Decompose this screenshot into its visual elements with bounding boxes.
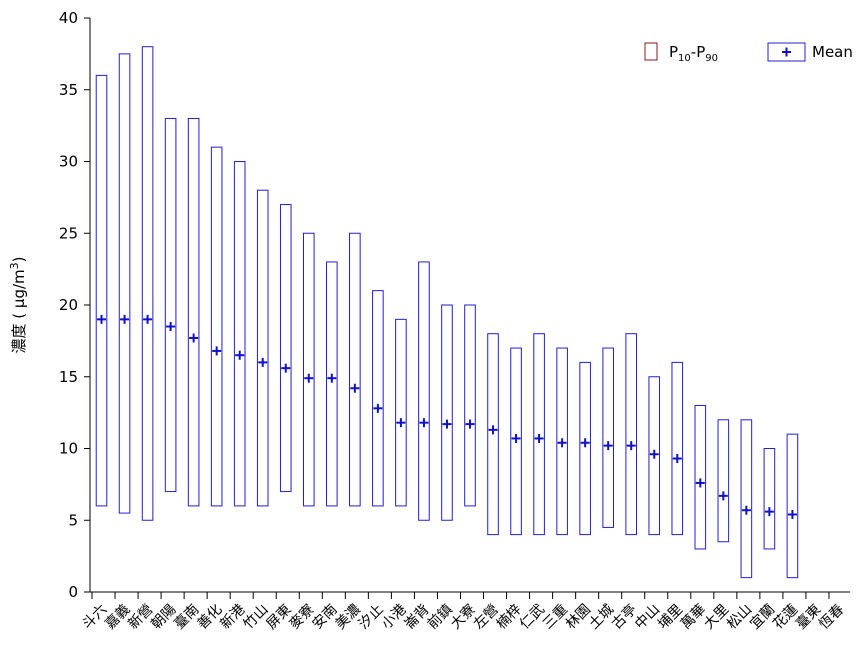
y-tick-label: 20 bbox=[59, 296, 78, 314]
p10-p90-box bbox=[579, 361, 591, 536]
p10-p90-box bbox=[717, 419, 730, 543]
y-tick-label: 30 bbox=[59, 153, 78, 171]
p10-p90-box bbox=[648, 376, 661, 536]
p10-p90-box bbox=[279, 204, 292, 493]
p10-p90-box bbox=[256, 189, 269, 507]
p10-p90-box bbox=[95, 74, 108, 507]
p10-p90-box bbox=[487, 333, 499, 536]
p10-p90-box bbox=[464, 304, 476, 507]
y-tick-label: 25 bbox=[59, 224, 78, 242]
y-tick-label: 0 bbox=[68, 583, 78, 601]
x-tick-labels: 斗六嘉義新營朝陽臺南善化新港竹山屏東麥寮安南美濃汐止小港崙背前鎮大寮左營楠梓仁武… bbox=[79, 601, 847, 633]
p10-p90-box bbox=[141, 46, 154, 521]
p10-p90-box bbox=[441, 304, 453, 521]
y-tick-label: 5 bbox=[68, 511, 78, 529]
legend-mean-swatch bbox=[767, 42, 806, 62]
y-tick-label: 15 bbox=[59, 368, 78, 386]
p10-p90-box bbox=[418, 261, 430, 521]
p10-p90-box bbox=[395, 318, 407, 507]
y-tick-label: 40 bbox=[59, 9, 78, 27]
p10-p90-box bbox=[740, 419, 753, 579]
p10-p90-box bbox=[233, 161, 246, 507]
p10-p90-box bbox=[210, 146, 223, 507]
mean-markers bbox=[97, 314, 797, 520]
y-tick-label: 10 bbox=[59, 440, 78, 458]
p10-p90-box bbox=[671, 361, 684, 536]
legend: P10-P90 Mean bbox=[644, 42, 853, 64]
p10-p90-box bbox=[164, 117, 177, 493]
p10-p90-box bbox=[556, 347, 568, 536]
p10-p90-box bbox=[118, 53, 131, 514]
p10-p90-box bbox=[625, 333, 638, 536]
p10-p90-box bbox=[763, 448, 776, 550]
p10-p90-box bbox=[187, 117, 200, 507]
p10-p90-box bbox=[302, 232, 315, 507]
y-ticks: 0 5 10 15 20 25 30 35 40 bbox=[59, 9, 90, 601]
p10-p90-box bbox=[694, 404, 707, 550]
legend-mean-label: Mean bbox=[812, 43, 853, 61]
p10-p90-box bbox=[786, 433, 799, 579]
x-tick-label: 恆春 bbox=[816, 602, 847, 633]
y-tick-label: 35 bbox=[59, 81, 78, 99]
x-ticks bbox=[91, 592, 830, 599]
legend-range-swatch bbox=[644, 42, 658, 61]
p10-p90-box bbox=[510, 347, 522, 536]
p10-p90-box bbox=[372, 290, 384, 507]
y-axis-title: 濃度 ( μg/m3) bbox=[8, 257, 28, 354]
p10-p90-box bbox=[326, 261, 338, 507]
p10-p90-box bbox=[533, 333, 545, 536]
p10-p90-box bbox=[602, 347, 614, 528]
p10-p90-box bbox=[349, 232, 361, 507]
boxes bbox=[95, 46, 799, 579]
legend-range-label: P10-P90 bbox=[669, 43, 718, 64]
